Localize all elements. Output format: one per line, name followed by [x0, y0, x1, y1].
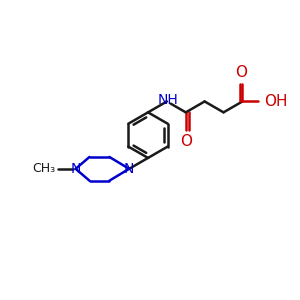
Text: O: O: [180, 134, 192, 149]
Text: CH₃: CH₃: [33, 162, 56, 175]
Text: N: N: [70, 162, 81, 176]
Text: N: N: [124, 162, 134, 176]
Text: O: O: [235, 65, 247, 80]
Text: OH: OH: [264, 94, 288, 109]
Text: NH: NH: [158, 94, 178, 107]
